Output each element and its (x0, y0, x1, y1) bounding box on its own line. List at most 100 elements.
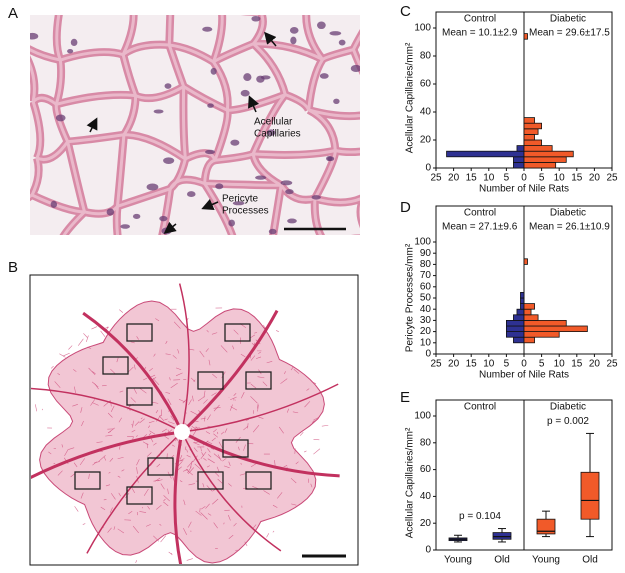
capillary (30, 191, 35, 202)
vessel-branch (187, 466, 192, 474)
y-axis-label: Acellular Capillaries/mm² (405, 427, 416, 538)
vessel-branch (131, 488, 135, 494)
vessel-branch (212, 373, 218, 379)
sample-region (147, 457, 174, 476)
nucleus (146, 183, 159, 191)
vessel-branch (88, 473, 90, 479)
vessel-branch (240, 391, 245, 399)
panel-label: E (400, 389, 410, 406)
vessel-branch (113, 526, 116, 530)
y-tick-label: 60 (420, 79, 432, 90)
vessel-branch (127, 492, 130, 495)
bar (505, 331, 525, 338)
nucleus (210, 67, 217, 75)
vessel-branch (182, 469, 189, 472)
vessel-branch (195, 480, 198, 482)
vessel-branch (232, 345, 235, 350)
vessel-branch (100, 506, 106, 511)
nucleus (207, 103, 214, 108)
nucleus (215, 183, 224, 190)
nucleus (228, 219, 236, 227)
vessel-branch (171, 444, 175, 447)
annotation: p = 0.104 (459, 511, 501, 522)
vessel-branch (206, 465, 210, 468)
vessel-branch (272, 530, 275, 533)
vessel-branch (160, 483, 165, 490)
capillary-lumen (62, 210, 86, 235)
vessel-branch (263, 490, 270, 495)
vessel-branch (233, 329, 239, 335)
vessel-branch (218, 441, 223, 449)
vessel-branch (148, 425, 151, 429)
vessel-branch (83, 333, 88, 338)
sample-region (74, 471, 101, 490)
x-tick-label: 20 (589, 359, 601, 370)
vessel-branch (110, 493, 116, 500)
y-tick-label: 80 (420, 51, 432, 62)
bar (523, 133, 535, 141)
panel-label: D (400, 199, 411, 216)
y-tick-label: 40 (420, 304, 432, 315)
vessel-branch (321, 424, 329, 427)
vessel-branch (206, 485, 213, 492)
vessel-branch (195, 426, 198, 430)
vessel-branch (136, 435, 138, 437)
panel-label: B (8, 259, 18, 276)
vessel-branch (108, 471, 111, 474)
capillary-lumen (375, 108, 386, 149)
vessel-branch (291, 503, 297, 506)
sample-region (197, 371, 224, 390)
vessel-branch (153, 442, 157, 446)
vessel-branch (133, 388, 137, 394)
bar (513, 314, 525, 321)
vessel-branch (148, 432, 152, 436)
vessel-branch (91, 326, 98, 330)
vessel-branch (72, 404, 78, 407)
vessel-branch (203, 399, 208, 404)
vessel-branch (213, 433, 218, 438)
capillary-lumen (115, 206, 120, 235)
vessel-branch (258, 351, 262, 354)
bar (513, 336, 525, 344)
capillary (356, 197, 360, 229)
capillary (351, 234, 360, 235)
bar (523, 325, 588, 332)
bar (523, 308, 532, 316)
vessel-branch (190, 410, 198, 416)
capillary-lumen (352, 48, 360, 70)
capillary-lumen (121, 15, 136, 56)
vessel-branch (207, 448, 211, 453)
capillary (122, 251, 157, 259)
vessel-branch (165, 353, 171, 355)
vessel-branch (238, 446, 240, 451)
vessel-branch (170, 415, 175, 421)
vessel-branch (213, 453, 221, 460)
nucleus (30, 32, 39, 40)
annotation: Acellular (254, 117, 293, 128)
vessel-branch (190, 427, 193, 431)
capillary-lumen (169, 43, 215, 64)
vessel-branch (168, 421, 175, 425)
vessel-branch (116, 357, 119, 363)
capillary (7, 241, 59, 247)
vessel-branch (149, 430, 156, 435)
nucleus (333, 98, 340, 104)
vessel-branch (239, 473, 246, 476)
capillary-lumen (184, 151, 217, 161)
capillary-lumen (307, 108, 337, 151)
vessel-branch (143, 377, 148, 381)
nucleus (327, 156, 335, 162)
box (580, 471, 600, 520)
group-label: Diabetic (550, 402, 586, 413)
vessel-branch (244, 541, 248, 547)
x-axis-label: Number of Nile Rats (479, 184, 569, 195)
vessel-branch (73, 369, 77, 372)
vessel-branch (230, 406, 238, 411)
vessel-branch (250, 383, 257, 389)
vessel-branch (220, 431, 225, 435)
bar (513, 161, 525, 169)
bar (516, 308, 525, 316)
bar (520, 297, 525, 304)
vessel-branch (312, 420, 315, 423)
capillary-lumen (31, 101, 42, 159)
